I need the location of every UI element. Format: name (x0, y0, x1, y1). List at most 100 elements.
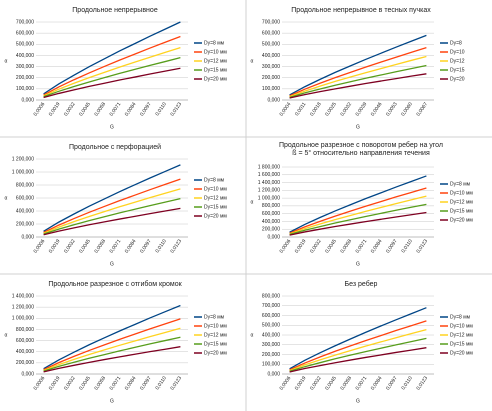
legend-label: Dy=12 мм (204, 332, 227, 338)
legend-label: Dy=8 мм (204, 177, 225, 183)
y-tick-label: 0,000 (267, 371, 280, 377)
x-axis-label: G (356, 398, 360, 404)
x-tick-label: 0,0058 (93, 238, 107, 254)
series-line (43, 35, 181, 96)
y-axis-label: α (5, 195, 8, 201)
y-tick-label: 400,000 (16, 53, 34, 59)
y-tick-label: 700,000 (262, 19, 280, 25)
y-tick-label: 400,000 (262, 219, 280, 225)
x-tick-label: 0,0084 (370, 375, 384, 391)
series-line (289, 55, 427, 98)
x-tick-label: 0,0032 (63, 375, 77, 391)
x-tick-label: 0,0032 (339, 101, 353, 117)
series-line (43, 327, 181, 372)
legend-label: Dy=10 мм (204, 186, 227, 192)
series-line (43, 318, 181, 371)
x-tick-label: 0,0067 (415, 101, 429, 117)
y-tick-label: 1 000,000 (258, 195, 280, 201)
y-tick-label: 0,000 (267, 97, 280, 103)
x-tick-label: 0,0097 (139, 238, 153, 254)
series-line (43, 336, 181, 372)
series-line (43, 57, 181, 98)
x-axis-label: G (110, 124, 114, 130)
x-tick-label: 0,0045 (78, 238, 92, 254)
chart-title: Продольное разрезное с поворотом ребер н… (279, 141, 443, 149)
y-tick-label: 600,000 (262, 313, 280, 319)
x-tick-label: 0,0045 (78, 375, 92, 391)
x-tick-label: 0,0046 (370, 101, 384, 117)
x-tick-label: 0,0058 (93, 101, 107, 117)
series-line (43, 67, 181, 99)
x-tick-label: 0,0097 (139, 101, 153, 117)
series-line (289, 187, 427, 234)
legend-label: Dy=8 мм (450, 314, 471, 320)
y-tick-label: 400,000 (16, 349, 34, 355)
series-line (289, 337, 427, 372)
series-line (43, 178, 181, 234)
x-tick-label: 0,0084 (124, 101, 138, 117)
y-tick-label: 400,000 (262, 332, 280, 338)
y-tick-label: 1 000,000 (12, 169, 34, 175)
y-tick-label: 1 400,000 (258, 180, 280, 186)
y-axis-label: α (251, 199, 254, 205)
x-tick-label: 0,0006 (33, 238, 47, 254)
y-tick-label: 800,000 (16, 182, 34, 188)
x-tick-label: 0,0071 (109, 101, 123, 117)
series-line (43, 207, 181, 236)
x-tick-label: 0,0110 (154, 101, 168, 117)
y-tick-label: 500,000 (262, 323, 280, 329)
x-tick-label: 0,0097 (139, 375, 153, 391)
y-tick-label: 1 200,000 (258, 188, 280, 194)
x-tick-label: 0,0097 (385, 238, 399, 254)
legend-label: Dy=15 мм (204, 67, 227, 73)
y-tick-label: 500,000 (262, 42, 280, 48)
y-tick-label: 0,000 (267, 234, 280, 240)
y-tick-label: 100,000 (262, 362, 280, 368)
x-tick-label: 0,0006 (279, 375, 293, 391)
x-tick-label: 0,0110 (400, 238, 414, 254)
y-tick-label: 200,000 (16, 75, 34, 81)
x-tick-label: 0,0045 (324, 375, 338, 391)
series-line (289, 47, 427, 97)
chart-title: ß = 5° относительно направления течения (292, 149, 430, 157)
chart-title: Продольное с перфорацией (69, 143, 161, 151)
legend-label: Dy=8 (450, 40, 462, 46)
y-tick-label: 200,000 (16, 221, 34, 227)
series-line (289, 34, 427, 96)
y-tick-label: 600,000 (16, 338, 34, 344)
series-line (289, 320, 427, 371)
y-tick-label: 1 200,000 (12, 156, 34, 162)
series-line (289, 175, 427, 233)
y-tick-label: 100,000 (262, 86, 280, 92)
y-tick-label: 600,000 (16, 30, 34, 36)
y-tick-label: 600,000 (16, 195, 34, 201)
y-tick-label: 400,000 (262, 53, 280, 59)
legend-label: Dy=12 мм (204, 195, 227, 201)
chart-title: Продольное разрезное с отгибом кромок (48, 280, 182, 288)
legend-label: Dy=12 (450, 58, 465, 64)
legend-label: Dy=15 (450, 67, 465, 73)
x-tick-label: 0,0123 (415, 375, 429, 391)
x-tick-label: 0,0058 (339, 238, 353, 254)
y-tick-label: 200,000 (262, 227, 280, 233)
y-tick-label: 700,000 (16, 19, 34, 25)
x-tick-label: 0,0019 (48, 238, 62, 254)
x-tick-label: 0,0011 (294, 101, 308, 117)
legend-label: Dy=15 мм (204, 204, 227, 210)
x-tick-label: 0,0071 (355, 238, 369, 254)
y-tick-label: 0,000 (21, 97, 34, 103)
legend-label: Dy=20 (450, 76, 465, 82)
series-line (43, 346, 181, 373)
x-axis-label: G (110, 398, 114, 404)
legend-label: Dy=8 мм (204, 314, 225, 320)
y-tick-label: 200,000 (16, 360, 34, 366)
x-tick-label: 0,0123 (169, 375, 183, 391)
y-tick-label: 100,000 (16, 86, 34, 92)
x-tick-label: 0,0045 (78, 101, 92, 117)
y-tick-label: 800,000 (16, 327, 34, 333)
y-tick-label: 1 600,000 (258, 172, 280, 178)
x-tick-label: 0,0019 (48, 375, 62, 391)
chart-title: Продольное непрерывное в тесных пучках (291, 7, 431, 14)
y-tick-label: 500,000 (16, 42, 34, 48)
y-axis-label: α (5, 332, 8, 338)
